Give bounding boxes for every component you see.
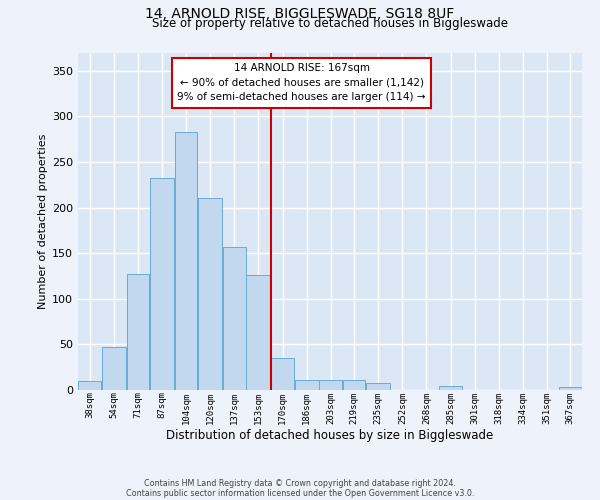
Bar <box>175 132 197 390</box>
Bar <box>343 380 365 390</box>
Bar <box>559 388 581 390</box>
Text: Contains public sector information licensed under the Open Government Licence v3: Contains public sector information licen… <box>126 488 474 498</box>
Bar <box>319 380 342 390</box>
Y-axis label: Number of detached properties: Number of detached properties <box>38 134 48 309</box>
Bar <box>127 274 149 390</box>
Bar <box>198 198 222 390</box>
Bar <box>271 358 294 390</box>
Bar <box>223 247 245 390</box>
Title: Size of property relative to detached houses in Biggleswade: Size of property relative to detached ho… <box>152 18 508 30</box>
Bar <box>295 380 319 390</box>
Bar <box>247 275 271 390</box>
Bar <box>150 178 174 390</box>
Bar <box>102 347 126 390</box>
Text: 14 ARNOLD RISE: 167sqm
← 90% of detached houses are smaller (1,142)
9% of semi-d: 14 ARNOLD RISE: 167sqm ← 90% of detached… <box>177 63 426 102</box>
Bar <box>439 386 462 390</box>
Text: 14, ARNOLD RISE, BIGGLESWADE, SG18 8UF: 14, ARNOLD RISE, BIGGLESWADE, SG18 8UF <box>145 8 455 22</box>
Bar <box>79 381 101 390</box>
Text: Contains HM Land Registry data © Crown copyright and database right 2024.: Contains HM Land Registry data © Crown c… <box>144 478 456 488</box>
Bar <box>366 382 390 390</box>
X-axis label: Distribution of detached houses by size in Biggleswade: Distribution of detached houses by size … <box>166 429 494 442</box>
